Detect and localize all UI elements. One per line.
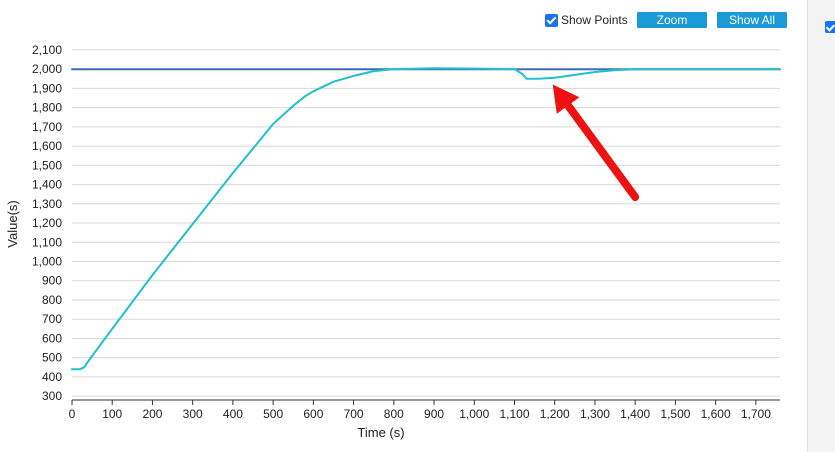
x-tick-label: 300 <box>183 407 203 421</box>
y-tick-label: 800 <box>42 293 62 307</box>
x-tick-label: 1,000 <box>459 407 489 421</box>
y-tick-label: 2,100 <box>32 43 62 57</box>
zoom-button[interactable]: Zoom <box>637 12 707 28</box>
x-tick-label: 1,500 <box>660 407 690 421</box>
x-tick-label: 1,700 <box>741 407 771 421</box>
x-tick-label: 900 <box>424 407 444 421</box>
y-tick-label: 1,700 <box>32 120 62 134</box>
y-tick-label: 900 <box>42 274 62 288</box>
y-tick-label: 1,600 <box>32 139 62 153</box>
y-tick-label: 1,200 <box>32 216 62 230</box>
annotation-arrow-shaft <box>564 101 640 202</box>
y-tick-label: 1,800 <box>32 101 62 115</box>
side-panel-edge <box>807 0 835 452</box>
x-tick-label: 800 <box>384 407 404 421</box>
show-all-button[interactable]: Show All <box>717 12 787 28</box>
y-tick-label: 400 <box>42 370 62 384</box>
y-axis-title: Value(s) <box>5 200 20 247</box>
x-tick-label: 1,600 <box>701 407 731 421</box>
x-tick-label: 1,200 <box>540 407 570 421</box>
show-points-label[interactable]: Show Points <box>561 13 628 27</box>
y-tick-label: 2,000 <box>32 62 62 76</box>
y-tick-label: 1,500 <box>32 158 62 172</box>
y-tick-label: 600 <box>42 331 62 345</box>
y-tick-label: 500 <box>42 351 62 365</box>
x-tick-label: 500 <box>263 407 283 421</box>
y-tick-label: 1,100 <box>32 235 62 249</box>
x-tick-label: 100 <box>102 407 122 421</box>
x-tick-label: 700 <box>344 407 364 421</box>
x-tick-label: 600 <box>303 407 323 421</box>
show-points-control[interactable]: Show Points <box>545 11 628 29</box>
x-tick-label: 400 <box>223 407 243 421</box>
series-line-2 <box>71 67 781 371</box>
x-tick-label: 1,100 <box>499 407 529 421</box>
show-points-checkbox[interactable] <box>545 13 558 27</box>
x-tick-label: 1,300 <box>580 407 610 421</box>
y-tick-label: 1,000 <box>32 255 62 269</box>
y-tick-label: 1,400 <box>32 178 62 192</box>
y-tick-label: 1,900 <box>32 81 62 95</box>
x-tick-label: 1,400 <box>620 407 650 421</box>
y-tick-label: 300 <box>42 389 62 403</box>
x-tick-label: 200 <box>142 407 162 421</box>
y-tick-label: 700 <box>42 312 62 326</box>
y-tick-label: 1,300 <box>32 197 62 211</box>
annotation-arrow-head <box>552 84 580 114</box>
x-tick-label: 0 <box>69 407 76 421</box>
side-checkbox-icon[interactable] <box>825 21 835 33</box>
x-axis-title: Time (s) <box>357 425 404 440</box>
